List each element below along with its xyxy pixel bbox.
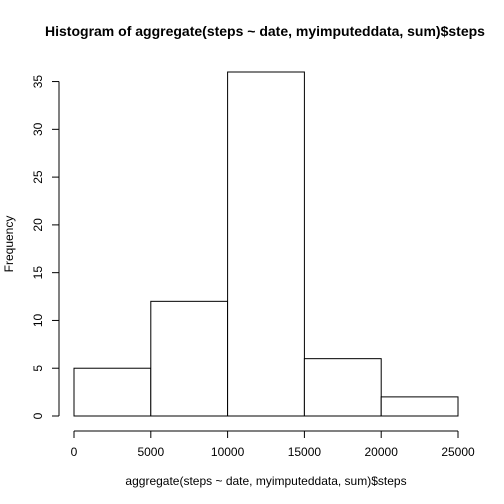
x-tick-label: 20000 <box>365 445 399 459</box>
x-tick-label: 5000 <box>137 445 164 459</box>
histogram-bar-5 <box>381 397 458 416</box>
x-axis: 0 5000 10000 15000 20000 25000 <box>71 431 475 459</box>
bars-layer <box>74 72 458 416</box>
histogram-bar-1 <box>74 368 151 416</box>
x-tick-label: 15000 <box>288 445 322 459</box>
y-tick-label: 25 <box>31 170 45 184</box>
histogram-bar-2 <box>151 301 228 416</box>
histogram-bar-4 <box>304 359 381 416</box>
x-tick-label: 0 <box>71 445 78 459</box>
histogram-bar-3 <box>228 72 305 416</box>
y-tick-label: 0 <box>31 412 45 419</box>
y-tick-label: 30 <box>31 122 45 136</box>
y-tick-label: 20 <box>31 218 45 232</box>
x-axis-label: aggregate(steps ~ date, myimputeddata, s… <box>125 474 406 488</box>
y-axis: 0 5 10 15 20 25 30 35 <box>31 75 59 420</box>
y-tick-label: 35 <box>31 75 45 89</box>
y-tick-label: 15 <box>31 266 45 280</box>
x-tick-label: 25000 <box>441 445 475 459</box>
y-tick-label: 10 <box>31 313 45 327</box>
y-axis-label: Frequency <box>2 216 16 273</box>
x-tick-label: 10000 <box>211 445 245 459</box>
chart-title: Histogram of aggregate(steps ~ date, myi… <box>45 23 485 39</box>
y-tick-label: 5 <box>31 365 45 372</box>
